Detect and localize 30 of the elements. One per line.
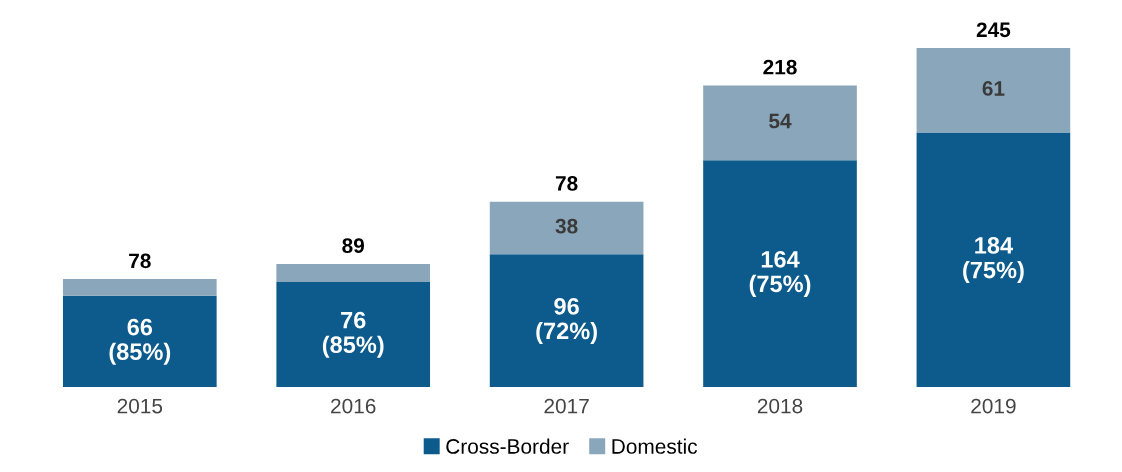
data-label: 96 (72%) — [536, 297, 597, 344]
bar — [62, 295, 217, 388]
bar — [62, 279, 217, 296]
data-label: 38 — [555, 218, 578, 234]
data-label: 66 (85%) — [109, 318, 171, 365]
x-tick-label: 2019 — [971, 398, 1016, 414]
bar — [489, 201, 644, 255]
data-label: 184 (75%) — [963, 237, 1024, 284]
data-label: 76 (85%) — [322, 311, 384, 358]
data-label: 164 (75%) — [749, 250, 811, 297]
annotation: 78 — [129, 253, 151, 269]
bar — [276, 281, 431, 388]
bar — [916, 48, 1071, 133]
annotation: 245 — [976, 22, 1011, 38]
data-label: 61 — [982, 81, 1005, 96]
annotation: 218 — [763, 59, 797, 75]
bar — [916, 132, 1071, 388]
x-tick-label: 2016 — [331, 398, 376, 414]
bar — [489, 254, 644, 388]
data-label: 54 — [769, 113, 792, 129]
legend-label: Domestic — [612, 438, 698, 454]
x-tick-label: 2017 — [544, 398, 589, 414]
bar — [703, 85, 857, 161]
bar — [276, 263, 431, 282]
annotation: 89 — [342, 238, 365, 253]
legend-label: Cross-Border — [446, 438, 569, 454]
x-tick-label: 2015 — [117, 398, 163, 414]
bar — [703, 160, 857, 388]
x-tick-label: 2018 — [757, 398, 803, 414]
annotation: 78 — [555, 175, 578, 191]
